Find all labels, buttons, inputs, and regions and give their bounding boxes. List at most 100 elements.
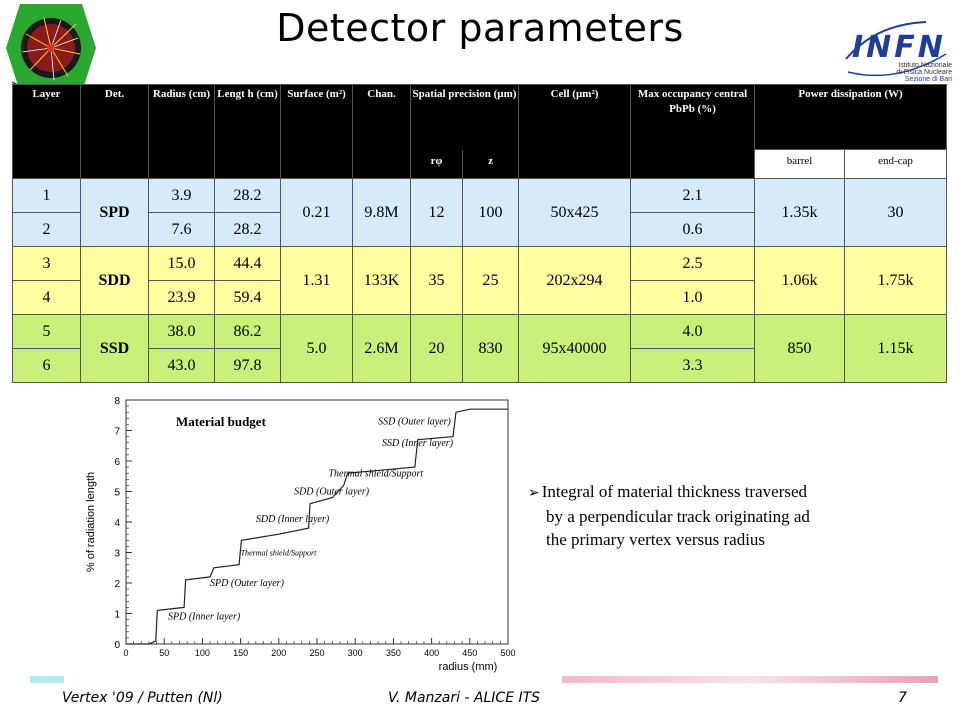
- y-tick-label: 6: [114, 457, 120, 468]
- header-power-barrel: barrel: [754, 149, 846, 179]
- cell-detector: SDD: [80, 246, 149, 315]
- x-tick-label: 150: [233, 648, 248, 658]
- y-axis-label: % of radiation length: [85, 472, 97, 572]
- x-tick-label: 450: [462, 648, 477, 658]
- curve-annotation: SPD (Inner layer): [168, 612, 241, 623]
- curve-annotation: Thermal shield/Support: [328, 468, 423, 479]
- cell-rphi: 20: [410, 314, 463, 383]
- cell-length: 59.4: [214, 280, 281, 315]
- page-number: 7: [898, 690, 907, 706]
- curve-annotation: SSD (Inner layer): [382, 438, 454, 449]
- cell-power-endcap: 30: [844, 178, 948, 247]
- cell-layer: 2: [12, 212, 81, 247]
- cell-surface: 0.21: [280, 178, 353, 247]
- footer-accent-left: [30, 676, 64, 683]
- cell-length: 86.2: [214, 314, 281, 349]
- header-max-occupancy: Max occupancy central PbPb (%): [630, 84, 756, 179]
- cell-layer: 3: [12, 246, 81, 281]
- header-det: Det.: [80, 84, 149, 179]
- cell-radius: 43.0: [148, 348, 215, 383]
- cell-z: 25: [461, 246, 520, 315]
- cell-layer: 6: [12, 348, 81, 383]
- cell-length: 28.2: [214, 212, 281, 247]
- y-tick-label: 8: [114, 396, 120, 407]
- cell-channels: 9.8M: [352, 178, 411, 247]
- cell-radius: 15.0: [148, 246, 215, 281]
- footer-accent-right: [562, 676, 938, 683]
- cell-occupancy: 2.1: [630, 178, 756, 213]
- material-budget-line: [126, 408, 508, 645]
- cell-occupancy: 0.6: [630, 212, 756, 247]
- cell-power-endcap: 1.75k: [844, 246, 948, 315]
- cell-occupancy: 4.0: [630, 314, 756, 349]
- cell-z: 100: [461, 178, 520, 247]
- cell-channels: 133K: [352, 246, 411, 315]
- cell-z: 830: [461, 314, 520, 383]
- infn-logo-subtext: Istituto Nazionale di Fisica Nucleare Se…: [896, 62, 952, 83]
- y-tick-label: 3: [114, 549, 120, 560]
- x-tick-label: 250: [309, 648, 324, 658]
- infn-logo-text: INFN: [852, 30, 946, 65]
- footer-author: V. Manzari - ALICE ITS: [388, 690, 541, 706]
- cell-detector: SSD: [80, 314, 149, 383]
- x-tick-label: 300: [348, 648, 363, 658]
- detector-parameters-table: Layer Det. Radius (cm) Lengt h (cm) Surf…: [12, 84, 948, 383]
- cell-layer: 4: [12, 280, 81, 315]
- y-tick-label: 4: [114, 518, 120, 529]
- x-tick-label: 0: [123, 648, 128, 658]
- cell-radius: 23.9: [148, 280, 215, 315]
- y-tick-label: 2: [114, 579, 120, 590]
- header-radius: Radius (cm): [148, 84, 215, 179]
- header-spatial-precision: Spatial precision (µm): [409, 84, 520, 150]
- header-layer: Layer: [12, 84, 81, 179]
- footer-event: Vertex '09 / Putten (Nl): [62, 690, 223, 706]
- cell-layer: 1: [12, 178, 81, 213]
- x-tick-label: 50: [159, 648, 169, 658]
- header-surface: Surface (m²): [280, 84, 353, 179]
- cell-occupancy: 3.3: [630, 348, 756, 383]
- header-power-endcap: end-cap: [844, 149, 948, 179]
- cell-length: 97.8: [214, 348, 281, 383]
- cell-cell-size: 95x40000: [518, 314, 632, 383]
- cell-rphi: 35: [410, 246, 463, 315]
- curve-annotation: SPD (Outer layer): [210, 578, 285, 589]
- cell-power-endcap: 1.15k: [844, 314, 948, 383]
- x-tick-label: 500: [500, 648, 515, 658]
- plot-title: Material budget: [176, 414, 266, 429]
- cell-surface: 1.31: [280, 246, 353, 315]
- event-display-logo: [6, 4, 96, 92]
- infn-logo: [836, 14, 956, 84]
- y-tick-label: 1: [114, 610, 120, 621]
- x-tick-label: 400: [424, 648, 439, 658]
- y-tick-label: 0: [114, 640, 120, 651]
- header-spatial-rphi: rφ: [410, 149, 463, 179]
- curve-annotation: SSD (Outer layer): [378, 416, 451, 427]
- cell-rphi: 12: [410, 178, 463, 247]
- table-row: 4 23.9 59.4 1.0: [12, 280, 947, 315]
- table-row: 3 SDD 15.0 44.4 1.31 133K 35 25 202x294 …: [12, 246, 948, 315]
- cell-power-barrel: 850: [754, 314, 846, 383]
- header-cell: Cell (µm²): [518, 84, 632, 179]
- x-tick-label: 200: [271, 648, 286, 658]
- x-tick-label: 100: [195, 648, 210, 658]
- header-length: Lengt h (cm): [214, 84, 281, 179]
- header-power-dissipation: Power dissipation (W): [754, 84, 948, 150]
- bullet-text: ➢ Integral of material thickness traverse…: [528, 482, 810, 549]
- cell-cell-size: 202x294: [518, 246, 632, 315]
- cell-cell-size: 50x425: [518, 178, 632, 247]
- cell-power-barrel: 1.35k: [754, 178, 846, 247]
- cell-layer: 5: [12, 314, 81, 349]
- slide-title: Detector parameters: [276, 6, 684, 50]
- cell-radius: 38.0: [148, 314, 215, 349]
- table-row: 1 SPD 3.9 28.2 0.21 9.8M 12 100 50x425 2…: [12, 178, 948, 247]
- cell-occupancy: 1.0: [630, 280, 756, 315]
- cell-power-barrel: 1.06k: [754, 246, 846, 315]
- header-spatial-z: z: [461, 149, 520, 179]
- cell-channels: 2.6M: [352, 314, 411, 383]
- y-tick-label: 5: [114, 488, 120, 499]
- cell-occupancy: 2.5: [630, 246, 756, 281]
- arrow-bullet-icon: ➢: [528, 486, 540, 501]
- cell-length: 28.2: [214, 178, 281, 213]
- curve-annotation: Thermal shield/Support: [241, 549, 318, 558]
- cell-detector: SPD: [80, 178, 149, 247]
